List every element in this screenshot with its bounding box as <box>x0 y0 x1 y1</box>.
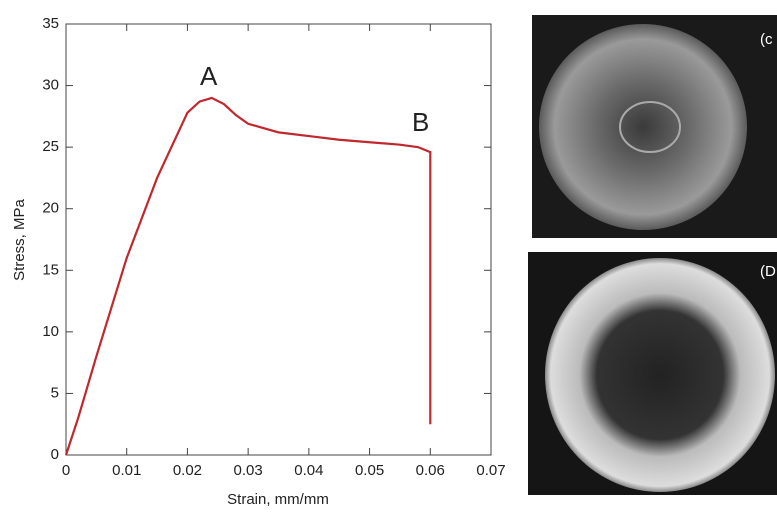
photo-d: (D <box>528 252 777 495</box>
y-tick-label: 10 <box>42 323 59 340</box>
x-tick-label: 0.01 <box>112 462 141 479</box>
annotation: A <box>200 61 218 91</box>
fracture-surface <box>539 24 747 230</box>
y-axis-label: Stress, MPa <box>11 198 28 280</box>
y-tick-label: 5 <box>51 384 59 401</box>
fracture-ring <box>619 101 681 153</box>
x-tick-label: 0 <box>62 462 70 479</box>
panel-label: (D <box>760 263 776 280</box>
data-line <box>64 96 432 456</box>
x-tick-label: 0.05 <box>355 462 384 479</box>
y-tick-label: 25 <box>42 138 59 155</box>
x-tick-label: 0.07 <box>476 462 505 479</box>
y-tick-label: 15 <box>42 261 59 278</box>
x-tick-label: 0.04 <box>294 462 323 479</box>
plot-frame <box>65 23 492 456</box>
y-tick-label: 20 <box>42 200 59 217</box>
y-tick-label: 0 <box>51 446 59 463</box>
y-tick-label: 35 <box>42 15 59 32</box>
annotation: B <box>412 107 429 137</box>
x-tick-label: 0.06 <box>416 462 445 479</box>
photo-c: (c <box>532 15 777 238</box>
fracture-surface <box>545 258 775 492</box>
x-axis-label: Strain, mm/mm <box>227 491 329 508</box>
y-tick-label: 30 <box>42 77 59 94</box>
x-tick-label: 0.02 <box>173 462 202 479</box>
panel-label: (c <box>760 31 773 48</box>
x-tick-label: 0.03 <box>234 462 263 479</box>
